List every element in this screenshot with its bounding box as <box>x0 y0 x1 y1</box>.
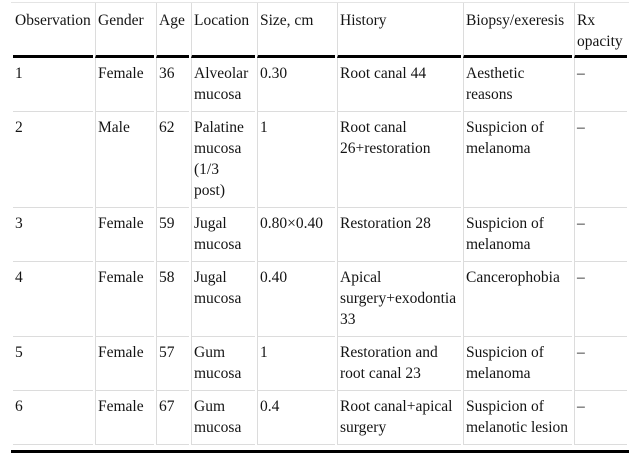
cell-history: Apical surgery+exodontia 33 <box>337 262 461 337</box>
table-row: 4 Female 58 Jugal mucosa 0.40 Apical surgery+… <box>13 262 627 337</box>
cell-history: Restoration 28 <box>337 208 461 262</box>
column-header-location: Location <box>191 3 255 58</box>
table-row: 1 Female 36 Alveolar mucosa 0.30 Root canal 4… <box>13 58 627 112</box>
cell-size: 0.30 <box>257 58 335 112</box>
cell-age: 59 <box>156 208 189 262</box>
cell-location: Jugal mucosa <box>191 208 255 262</box>
patient-observations-table: Observation Gender Age Location Size, cm Hist… <box>11 2 629 453</box>
cell-observation: 6 <box>13 391 93 445</box>
cell-rx: – <box>574 337 627 391</box>
cell-location: Palatine mucosa (1/3 post) <box>191 112 255 208</box>
cell-observation: 4 <box>13 262 93 337</box>
observations-table: Observation Gender Age Location Size, cm Hist… <box>11 3 629 445</box>
table-row: 3 Female 59 Jugal mucosa 0.80×0.40 Restoratio… <box>13 208 627 262</box>
cell-gender: Male <box>95 112 154 208</box>
column-header-observation: Observation <box>13 3 93 58</box>
cell-rx: – <box>574 112 627 208</box>
cell-history: Root canal 26+restoration <box>337 112 461 208</box>
cell-observation: 5 <box>13 337 93 391</box>
cell-history: Restoration and root canal 23 <box>337 337 461 391</box>
cell-rx: – <box>574 208 627 262</box>
column-header-biopsy: Biopsy/exeresis <box>463 3 572 58</box>
table-row: 5 Female 57 Gum mucosa 1 Restoration and root… <box>13 337 627 391</box>
column-header-size: Size, cm <box>257 3 335 58</box>
cell-size: 1 <box>257 112 335 208</box>
cell-age: 57 <box>156 337 189 391</box>
cell-rx: – <box>574 391 627 445</box>
cell-observation: 1 <box>13 58 93 112</box>
table-row: 2 Male 62 Palatine mucosa (1/3 post) 1 Root c… <box>13 112 627 208</box>
cell-location: Gum mucosa <box>191 391 255 445</box>
cell-observation: 2 <box>13 112 93 208</box>
column-header-age: Age <box>156 3 189 58</box>
cell-age: 36 <box>156 58 189 112</box>
cell-size: 0.80×0.40 <box>257 208 335 262</box>
cell-location: Gum mucosa <box>191 337 255 391</box>
cell-history: Root canal+apical surgery <box>337 391 461 445</box>
cell-gender: Female <box>95 262 154 337</box>
cell-location: Jugal mucosa <box>191 262 255 337</box>
column-header-history: History <box>337 3 461 58</box>
cell-observation: 3 <box>13 208 93 262</box>
cell-size: 0.40 <box>257 262 335 337</box>
cell-biopsy: Suspicion of melanoma <box>463 112 572 208</box>
cell-age: 58 <box>156 262 189 337</box>
column-header-rx: Rx opacity <box>574 3 627 58</box>
cell-location: Alveolar mucosa <box>191 58 255 112</box>
cell-age: 67 <box>156 391 189 445</box>
table-body: 1 Female 36 Alveolar mucosa 0.30 Root canal 4… <box>13 58 627 445</box>
cell-age: 62 <box>156 112 189 208</box>
cell-biopsy: Suspicion of melanoma <box>463 208 572 262</box>
cell-gender: Female <box>95 58 154 112</box>
cell-gender: Female <box>95 337 154 391</box>
table-row: 6 Female 67 Gum mucosa 0.4 Root canal+apical … <box>13 391 627 445</box>
cell-biopsy: Cancerophobia <box>463 262 572 337</box>
cell-rx: – <box>574 58 627 112</box>
cell-biopsy: Aesthetic reasons <box>463 58 572 112</box>
cell-history: Root canal 44 <box>337 58 461 112</box>
cell-rx: – <box>574 262 627 337</box>
cell-gender: Female <box>95 208 154 262</box>
cell-size: 0.4 <box>257 391 335 445</box>
cell-biopsy: Suspicion of melanoma <box>463 337 572 391</box>
header-row: Observation Gender Age Location Size, cm Hist… <box>13 3 627 58</box>
cell-size: 1 <box>257 337 335 391</box>
cell-gender: Female <box>95 391 154 445</box>
column-header-gender: Gender <box>95 3 154 58</box>
cell-biopsy: Suspicion of melanotic lesion <box>463 391 572 445</box>
